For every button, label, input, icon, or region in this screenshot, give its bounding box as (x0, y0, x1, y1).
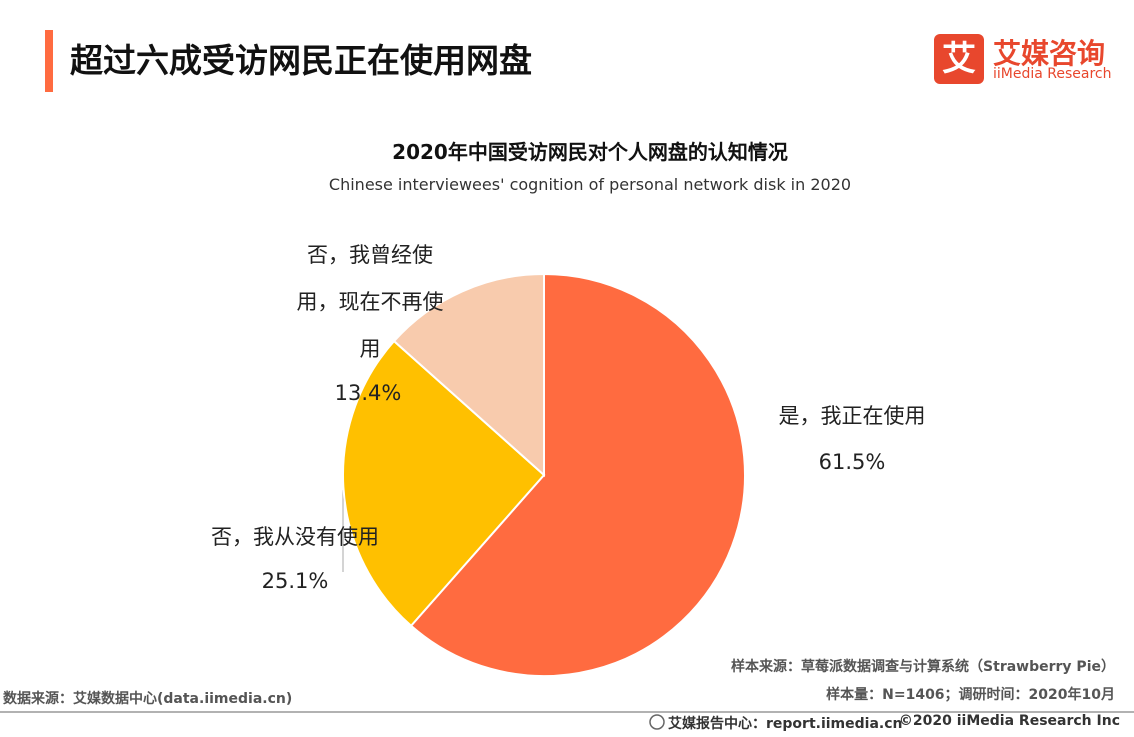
value-label: 61.5% (818, 450, 886, 474)
slice-label: 否，我从没有使用 (211, 525, 379, 549)
chart-title: 2020年中国受访网民对个人网盘的认知情况 (392, 140, 788, 164)
pie-slice (342, 339, 546, 628)
logo-icon-text: 艾 (942, 39, 976, 79)
value-label: 25.1% (261, 569, 329, 593)
logo-en: iiMedia Research (993, 66, 1112, 82)
data-source: 数据来源：艾媒数据中心(data.iimedia.cn) (3, 691, 293, 707)
copyright: ©2020 iiMedia Research Inc (898, 713, 1120, 729)
pie-slice (392, 272, 545, 478)
sample-source: 样本来源：草莓派数据调查与计算系统（Strawberry Pie） (731, 659, 1115, 675)
logo-icon (934, 34, 984, 84)
title-bar (45, 30, 53, 92)
pie (342, 272, 746, 677)
report-center: 艾媒报告中心：report.iimedia.cn (668, 716, 903, 732)
slice-label: 否，我曾经使用，现在不再使用 (296, 243, 444, 361)
slice-label: 是，我正在使用 (778, 404, 926, 428)
logo-name: 艾媒咨询 (993, 37, 1106, 70)
globe-icon (649, 714, 665, 730)
value-label: 13.4% (334, 381, 402, 405)
chart-subtitle: Chinese interviewees' cognition of perso… (328, 175, 852, 194)
sample-info: 样本量：N=1406；调研时间：2020年10月 (826, 687, 1115, 703)
page-title: 超过六成受访网民正在使用网盘 (70, 41, 532, 80)
pie-slice (409, 272, 746, 677)
